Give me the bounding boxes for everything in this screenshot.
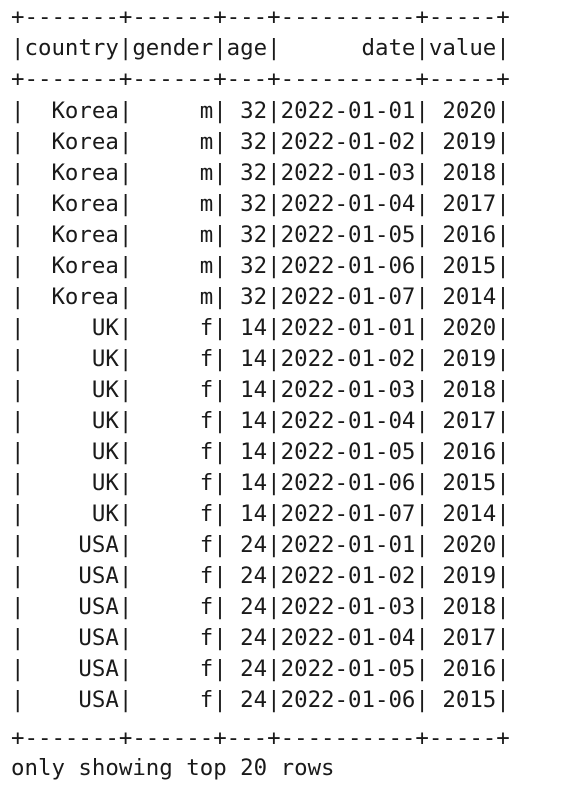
table-header-separator: +-------+------+---+----------+-----+: [11, 66, 510, 92]
table-border-top: +-------+------+---+----------+-----+: [11, 4, 510, 30]
table-border-bottom: +-------+------+---+----------+-----+: [11, 725, 510, 751]
table-row: | UK| f| 14|2022-01-03| 2018|: [11, 377, 510, 403]
table-row: | USA| f| 24|2022-01-06| 2015|: [11, 687, 510, 713]
table-row: | UK| f| 14|2022-01-06| 2015|: [11, 470, 510, 496]
table-row: | USA| f| 24|2022-01-02| 2019|: [11, 563, 510, 589]
table-row: | UK| f| 14|2022-01-05| 2016|: [11, 439, 510, 465]
row-count-footer: only showing top 20 rows: [11, 755, 335, 781]
table-row: | UK| f| 14|2022-01-02| 2019|: [11, 346, 510, 372]
table-row: | Korea| m| 32|2022-01-07| 2014|: [11, 284, 510, 310]
table-row: | USA| f| 24|2022-01-03| 2018|: [11, 594, 510, 620]
table-row: | Korea| m| 32|2022-01-06| 2015|: [11, 253, 510, 279]
table-row: | USA| f| 24|2022-01-04| 2017|: [11, 625, 510, 651]
table-row: | Korea| m| 32|2022-01-03| 2018|: [11, 160, 510, 186]
table-row: | UK| f| 14|2022-01-04| 2017|: [11, 408, 510, 434]
table-row: | USA| f| 24|2022-01-05| 2016|: [11, 656, 510, 682]
table-header-row: |country|gender|age| date|value|: [11, 35, 510, 61]
table-row: | USA| f| 24|2022-01-01| 2020|: [11, 532, 510, 558]
table-row: | Korea| m| 32|2022-01-05| 2016|: [11, 222, 510, 248]
table-row: | UK| f| 14|2022-01-07| 2014|: [11, 501, 510, 527]
table-row: | Korea| m| 32|2022-01-02| 2019|: [11, 129, 510, 155]
table-row: | Korea| m| 32|2022-01-01| 2020|: [11, 98, 510, 124]
table-row: | Korea| m| 32|2022-01-04| 2017|: [11, 191, 510, 217]
table-row: | UK| f| 14|2022-01-01| 2020|: [11, 315, 510, 341]
